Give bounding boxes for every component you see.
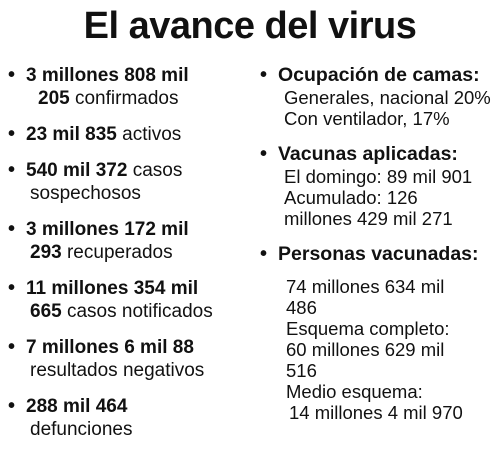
page-title: El avance del virus xyxy=(83,5,417,47)
bullet-icon: • xyxy=(8,123,16,145)
bullet-icon: • xyxy=(260,243,268,265)
notificados-number-line2: 665 xyxy=(30,301,62,322)
activos-label: activos xyxy=(122,124,182,145)
vacunas-acumulado: Acumulado: 126 xyxy=(284,187,418,208)
bullet-icon: • xyxy=(8,159,16,181)
camas-generales: Generales, nacional 20% xyxy=(284,87,491,108)
stat-activos: • 23 mil 835 activos xyxy=(6,123,252,146)
bullet-icon: • xyxy=(8,336,16,358)
defunciones-label: defunciones xyxy=(30,419,133,440)
stats-right-column: • Ocupación de camas: Generales, naciona… xyxy=(258,64,498,437)
stat-negativos: • 7 millones 6 mil 88 resultados negativ… xyxy=(6,336,252,382)
personas-total-cont: 486 xyxy=(286,297,317,318)
stat-vacunas-aplicadas: • Vacunas aplicadas: El domingo: 89 mil … xyxy=(258,143,498,229)
esquema-completo-label: Esquema completo: xyxy=(286,318,450,339)
negativos-number: 7 millones 6 mil 88 xyxy=(26,337,194,358)
stat-ocupacion-camas: • Ocupación de camas: Generales, naciona… xyxy=(258,64,498,129)
vacunas-domingo: El domingo: 89 mil 901 xyxy=(284,166,473,187)
personas-heading: Personas vacunadas: xyxy=(278,243,479,265)
camas-heading: Ocupación de camas: xyxy=(278,64,480,86)
confirmados-label: confirmados xyxy=(74,88,179,109)
stat-personas-vacunadas: • Personas vacunadas: 74 millones 634 mi… xyxy=(258,243,498,423)
recuperados-label: recuperados xyxy=(66,242,173,263)
sospechosos-label-line2: sospechosos xyxy=(30,183,141,204)
negativos-label: resultados negativos xyxy=(30,360,205,381)
bullet-icon: • xyxy=(8,277,16,299)
stat-recuperados: • 3 millones 172 mil 293 recuperados xyxy=(6,218,252,264)
bullet-icon: • xyxy=(260,143,268,165)
notificados-number-line1: 11 millones 354 mil xyxy=(26,278,199,299)
vacunas-heading: Vacunas aplicadas: xyxy=(278,143,458,165)
esquema-completo-number-cont: 516 xyxy=(286,360,317,381)
bullet-icon: • xyxy=(8,218,16,240)
confirmados-number-line2: 205 xyxy=(38,88,70,109)
stat-notificados: • 11 millones 354 mil 665 casos notifica… xyxy=(6,277,252,323)
bullet-icon: • xyxy=(260,64,268,86)
esquema-completo-number: 60 millones 629 mil xyxy=(286,339,445,360)
medio-esquema-number: 14 millones 4 mil 970 xyxy=(289,402,463,423)
bullet-icon: • xyxy=(8,64,16,86)
bullet-icon: • xyxy=(8,395,16,417)
stat-confirmados: • 3 millones 808 mil 205 confirmados xyxy=(6,64,252,110)
recuperados-number-line2: 293 xyxy=(30,242,62,263)
sospechosos-number: 540 mil 372 xyxy=(26,160,128,181)
activos-number: 23 mil 835 xyxy=(26,124,117,145)
stat-sospechosos: • 540 mil 372 casos sospechosos xyxy=(6,159,252,205)
defunciones-number: 288 mil 464 xyxy=(26,396,128,417)
personas-total: 74 millones 634 mil xyxy=(286,276,445,297)
camas-ventilador: Con ventilador, 17% xyxy=(284,108,450,129)
confirmados-number-line1: 3 millones 808 mil xyxy=(26,65,189,86)
stats-left-column: • 3 millones 808 mil 205 confirmados • 2… xyxy=(6,64,252,454)
notificados-label: casos notificados xyxy=(66,301,213,322)
recuperados-number-line1: 3 millones 172 mil xyxy=(26,219,189,240)
medio-esquema-label: Medio esquema: xyxy=(286,381,423,402)
vacunas-acumulado-cont: millones 429 mil 271 xyxy=(284,208,453,229)
stat-defunciones: • 288 mil 464 defunciones xyxy=(6,395,252,441)
sospechosos-label-line1: casos xyxy=(132,160,183,181)
